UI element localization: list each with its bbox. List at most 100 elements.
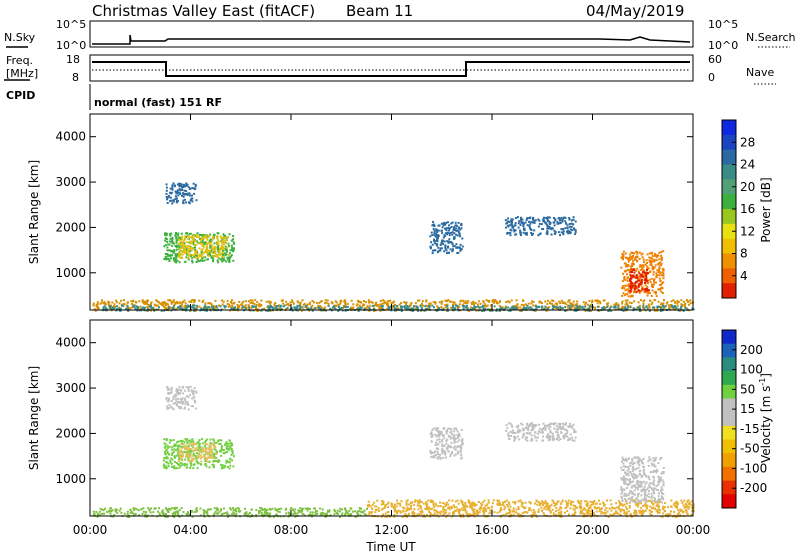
velocity-echo-cell [456, 452, 459, 455]
velocity-echo-cell [321, 508, 324, 511]
velocity-echo-cell [441, 452, 444, 455]
velocity-echo-cell [180, 407, 183, 410]
power-echo-cell [340, 306, 343, 309]
velocity-echo-cell [180, 454, 183, 457]
freq-tick-high: 18 [66, 53, 80, 66]
power-echo-cell [646, 269, 649, 271]
power-echo-cell [365, 301, 368, 304]
velocity-echo-cell [212, 459, 215, 462]
velocity-echo-cell [189, 467, 192, 469]
power-echo-cell [201, 252, 204, 255]
velocity-echo-cell [446, 514, 449, 517]
power-echo-cell [190, 242, 193, 244]
power-echo-cell [639, 310, 641, 312]
velocity-echo-cell [580, 500, 583, 502]
velocity-echo-cell [537, 510, 540, 513]
velocity-echo-cell [363, 513, 366, 516]
velocity-echo-cell [402, 510, 405, 513]
power-echo-cell [126, 301, 129, 304]
power-echo-cell [170, 257, 172, 260]
velocity-echo-cell [442, 434, 445, 437]
power-echo-cell [389, 305, 392, 308]
velocity-echo-cell [168, 407, 170, 409]
power-echo-cell [441, 239, 444, 242]
power-echo-cell [520, 216, 522, 219]
velocity-echo-cell [168, 445, 171, 448]
power-echo-cell [206, 306, 209, 309]
power-echo-cell [627, 269, 629, 272]
velocity-echo-cell [215, 512, 218, 515]
power-echo-cell [173, 258, 175, 261]
power-echo-cell [227, 236, 230, 238]
velocity-echo-cell [186, 447, 189, 450]
power-echo-cell [187, 237, 190, 240]
velocity-echo-cell [301, 508, 304, 511]
power-echo-cell [387, 306, 390, 308]
velocity-echo-cell [214, 446, 217, 449]
power-echo-cell [510, 220, 513, 223]
power-echo-cell [247, 304, 250, 307]
power-echo-cell [637, 301, 640, 304]
power-echo-cell [359, 301, 362, 303]
velocity-echo-cell [634, 499, 637, 502]
power-echo-cell [187, 253, 190, 256]
power-echo-cell [594, 299, 597, 302]
power-echo-cell [655, 272, 658, 275]
velocity-echo-cell [535, 499, 538, 502]
velocity-echo-cell [447, 427, 450, 430]
power-echo-cell [390, 302, 393, 304]
velocity-echo-cell [454, 453, 457, 456]
velocity-echo-cell [559, 502, 562, 505]
power-echo-cell [662, 281, 665, 284]
power-echo-cell [655, 281, 657, 284]
power-echo-cell [221, 260, 224, 263]
power-echo-cell [256, 307, 259, 310]
velocity-echo-cell [182, 401, 185, 403]
power-echo-cell [194, 256, 197, 259]
velocity-echo-cell [226, 460, 229, 463]
velocity-echo-cell [509, 505, 512, 508]
power-echo-cell [186, 244, 189, 247]
velocity-echo-cell [557, 500, 560, 503]
velocity-echo-cell [168, 441, 171, 444]
power-echo-cell [644, 263, 647, 266]
velocity-echo-cell [173, 395, 175, 398]
velocity-echo-cell [169, 391, 172, 394]
power-echo-cell [451, 231, 454, 234]
power-echo-cell [587, 303, 589, 306]
velocity-echo-cell [180, 458, 183, 460]
velocity-echo-cell [686, 512, 689, 515]
velocity-echo-cell [566, 505, 569, 508]
power-echo-cell [477, 305, 480, 308]
velocity-echo-cell [163, 442, 166, 445]
power-echo-cell [275, 305, 278, 308]
power-echo-cell [180, 232, 183, 235]
power-echo-cell [449, 248, 452, 251]
power-echo-cell [202, 237, 205, 240]
power-echo-cell [218, 251, 220, 254]
power-echo-cell [194, 309, 197, 312]
velocity-echo-cell [196, 446, 199, 449]
power-echo-cell [170, 302, 173, 305]
power-echo-cell [569, 303, 572, 306]
power-echo-cell [553, 221, 556, 224]
velocity-echo-cell [300, 511, 302, 513]
power-echo-cell [543, 221, 546, 224]
power-echo-cell [379, 309, 382, 312]
velocity-echo-cell [230, 448, 233, 450]
power-echo-cell [431, 234, 434, 236]
velocity-panel: Slant Range [km] Time UT 400030002000100… [27, 319, 710, 554]
velocity-echo-cell [192, 449, 195, 452]
velocity-echo-cell [592, 503, 595, 506]
power-echo-cell [446, 240, 449, 243]
power-echo-cell [424, 308, 427, 311]
power-echo-cell [498, 305, 501, 307]
power-echo-cell [652, 286, 654, 288]
velocity-echo-cell [167, 392, 170, 394]
power-echo-cell [674, 308, 677, 311]
power-echo-cell [156, 304, 159, 307]
velocity-echo-cell [438, 455, 441, 458]
power-echo-cell [584, 303, 587, 306]
power-echo-cell [281, 299, 284, 302]
velocity-echo-cell [502, 502, 505, 505]
